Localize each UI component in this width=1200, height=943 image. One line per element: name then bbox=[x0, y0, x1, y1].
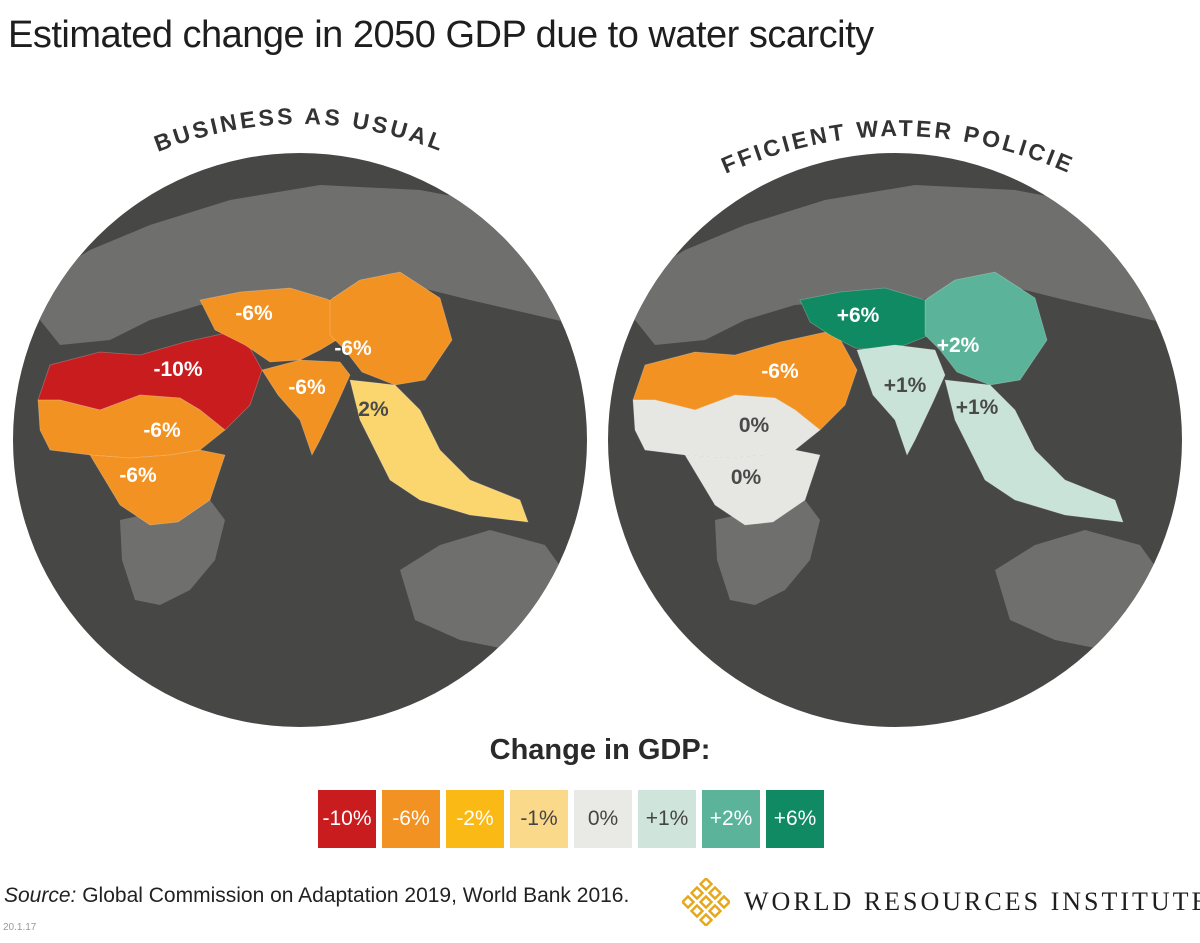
land-eurasia-north bbox=[635, 185, 1182, 345]
logo-diamond bbox=[698, 894, 714, 910]
logo-diamond bbox=[689, 885, 705, 901]
maps-figure: BUSINESS AS USUAL EFFICIENT WATER POLICI… bbox=[0, 0, 1182, 727]
source-note: Source: Global Commission on Adaptation … bbox=[4, 884, 629, 908]
legend-swatch: -2% bbox=[446, 790, 504, 848]
legend-swatch: +2% bbox=[702, 790, 760, 848]
region-south-asia bbox=[261, 359, 351, 456]
region-label-central-africa: -6% bbox=[119, 464, 157, 487]
legend-label: -2% bbox=[456, 807, 494, 830]
legend-label: -6% bbox=[392, 807, 430, 830]
region-label-southeast-asia: +1% bbox=[956, 396, 999, 419]
map-heading-bau: BUSINESS AS USUAL bbox=[150, 103, 449, 157]
region-label-south-asia: -6% bbox=[288, 376, 326, 399]
legend-label: 0% bbox=[587, 807, 619, 830]
region-east-asia bbox=[329, 271, 453, 386]
source-label: Source: bbox=[4, 884, 77, 907]
region-central-africa bbox=[684, 449, 821, 526]
legend-swatch: 0% bbox=[574, 790, 632, 848]
region-southeast-asia bbox=[944, 379, 1124, 523]
figure-code: 20.1.17 bbox=[3, 922, 37, 933]
legend-label: -10% bbox=[322, 807, 372, 830]
logo-diamond bbox=[689, 903, 705, 919]
legend: -10% -6% -2% -1% 0% +1% +2% +6% bbox=[318, 790, 824, 848]
logo-diamond bbox=[698, 878, 714, 892]
wri-logo-icon bbox=[682, 878, 730, 926]
logo-diamond bbox=[682, 894, 696, 910]
wri-logo-text: WORLD RESOURCES INSTITUTE bbox=[744, 887, 1200, 916]
land-eurasia-north bbox=[40, 185, 587, 345]
region-east-asia bbox=[924, 271, 1048, 386]
region-north-africa-middle-east bbox=[632, 329, 858, 431]
region-label-east-asia: -6% bbox=[334, 337, 372, 360]
legend-title: Change in GDP: bbox=[489, 734, 711, 766]
region-label-east-asia: +2% bbox=[937, 334, 980, 357]
region-central-asia bbox=[799, 287, 931, 351]
legend-swatch: +6% bbox=[766, 790, 824, 848]
legend-label: -1% bbox=[520, 807, 558, 830]
region-label-sahel: 0% bbox=[739, 414, 770, 437]
wri-logo: WORLD RESOURCES INSTITUTE bbox=[682, 878, 1200, 926]
globe-business-as-usual: -10% -6% -6% -6% -2% -6% -6% bbox=[13, 153, 587, 727]
source-text: Global Commission on Adaptation 2019, Wo… bbox=[76, 884, 630, 907]
region-label-central-asia: +6% bbox=[837, 304, 880, 327]
region-central-africa bbox=[89, 449, 226, 526]
chart-title: Estimated change in 2050 GDP due to wate… bbox=[8, 14, 874, 56]
logo-diamond bbox=[707, 903, 723, 919]
region-south-asia bbox=[856, 344, 946, 456]
legend-label: +2% bbox=[709, 807, 753, 830]
logo-diamond bbox=[698, 912, 714, 926]
region-label-north-africa-middle-east: -10% bbox=[153, 358, 202, 381]
logo-diamond bbox=[716, 894, 730, 910]
legend-label: +6% bbox=[773, 807, 817, 830]
region-label-southeast-asia: -2% bbox=[351, 398, 389, 421]
region-southeast-asia bbox=[349, 379, 529, 523]
legend-label: +1% bbox=[645, 807, 689, 830]
region-label-sahel: -6% bbox=[143, 419, 181, 442]
land-southern-africa bbox=[715, 500, 820, 605]
logo-diamond bbox=[707, 885, 723, 901]
region-label-north-africa-middle-east: -6% bbox=[761, 360, 799, 383]
region-label-south-asia: +1% bbox=[884, 374, 927, 397]
region-central-asia bbox=[199, 287, 346, 363]
land-southern-africa bbox=[120, 500, 225, 605]
region-sahel bbox=[37, 394, 226, 459]
legend-swatch: -10% bbox=[318, 790, 376, 848]
region-label-central-africa: 0% bbox=[731, 466, 762, 489]
legend-swatch: -6% bbox=[382, 790, 440, 848]
globe-efficient-water-policies: +6% +2% -6% +1% +1% 0% 0% bbox=[608, 153, 1182, 727]
legend-swatch: +1% bbox=[638, 790, 696, 848]
region-label-central-asia: -6% bbox=[235, 302, 273, 325]
region-sahel bbox=[632, 394, 821, 459]
legend-swatch: -1% bbox=[510, 790, 568, 848]
